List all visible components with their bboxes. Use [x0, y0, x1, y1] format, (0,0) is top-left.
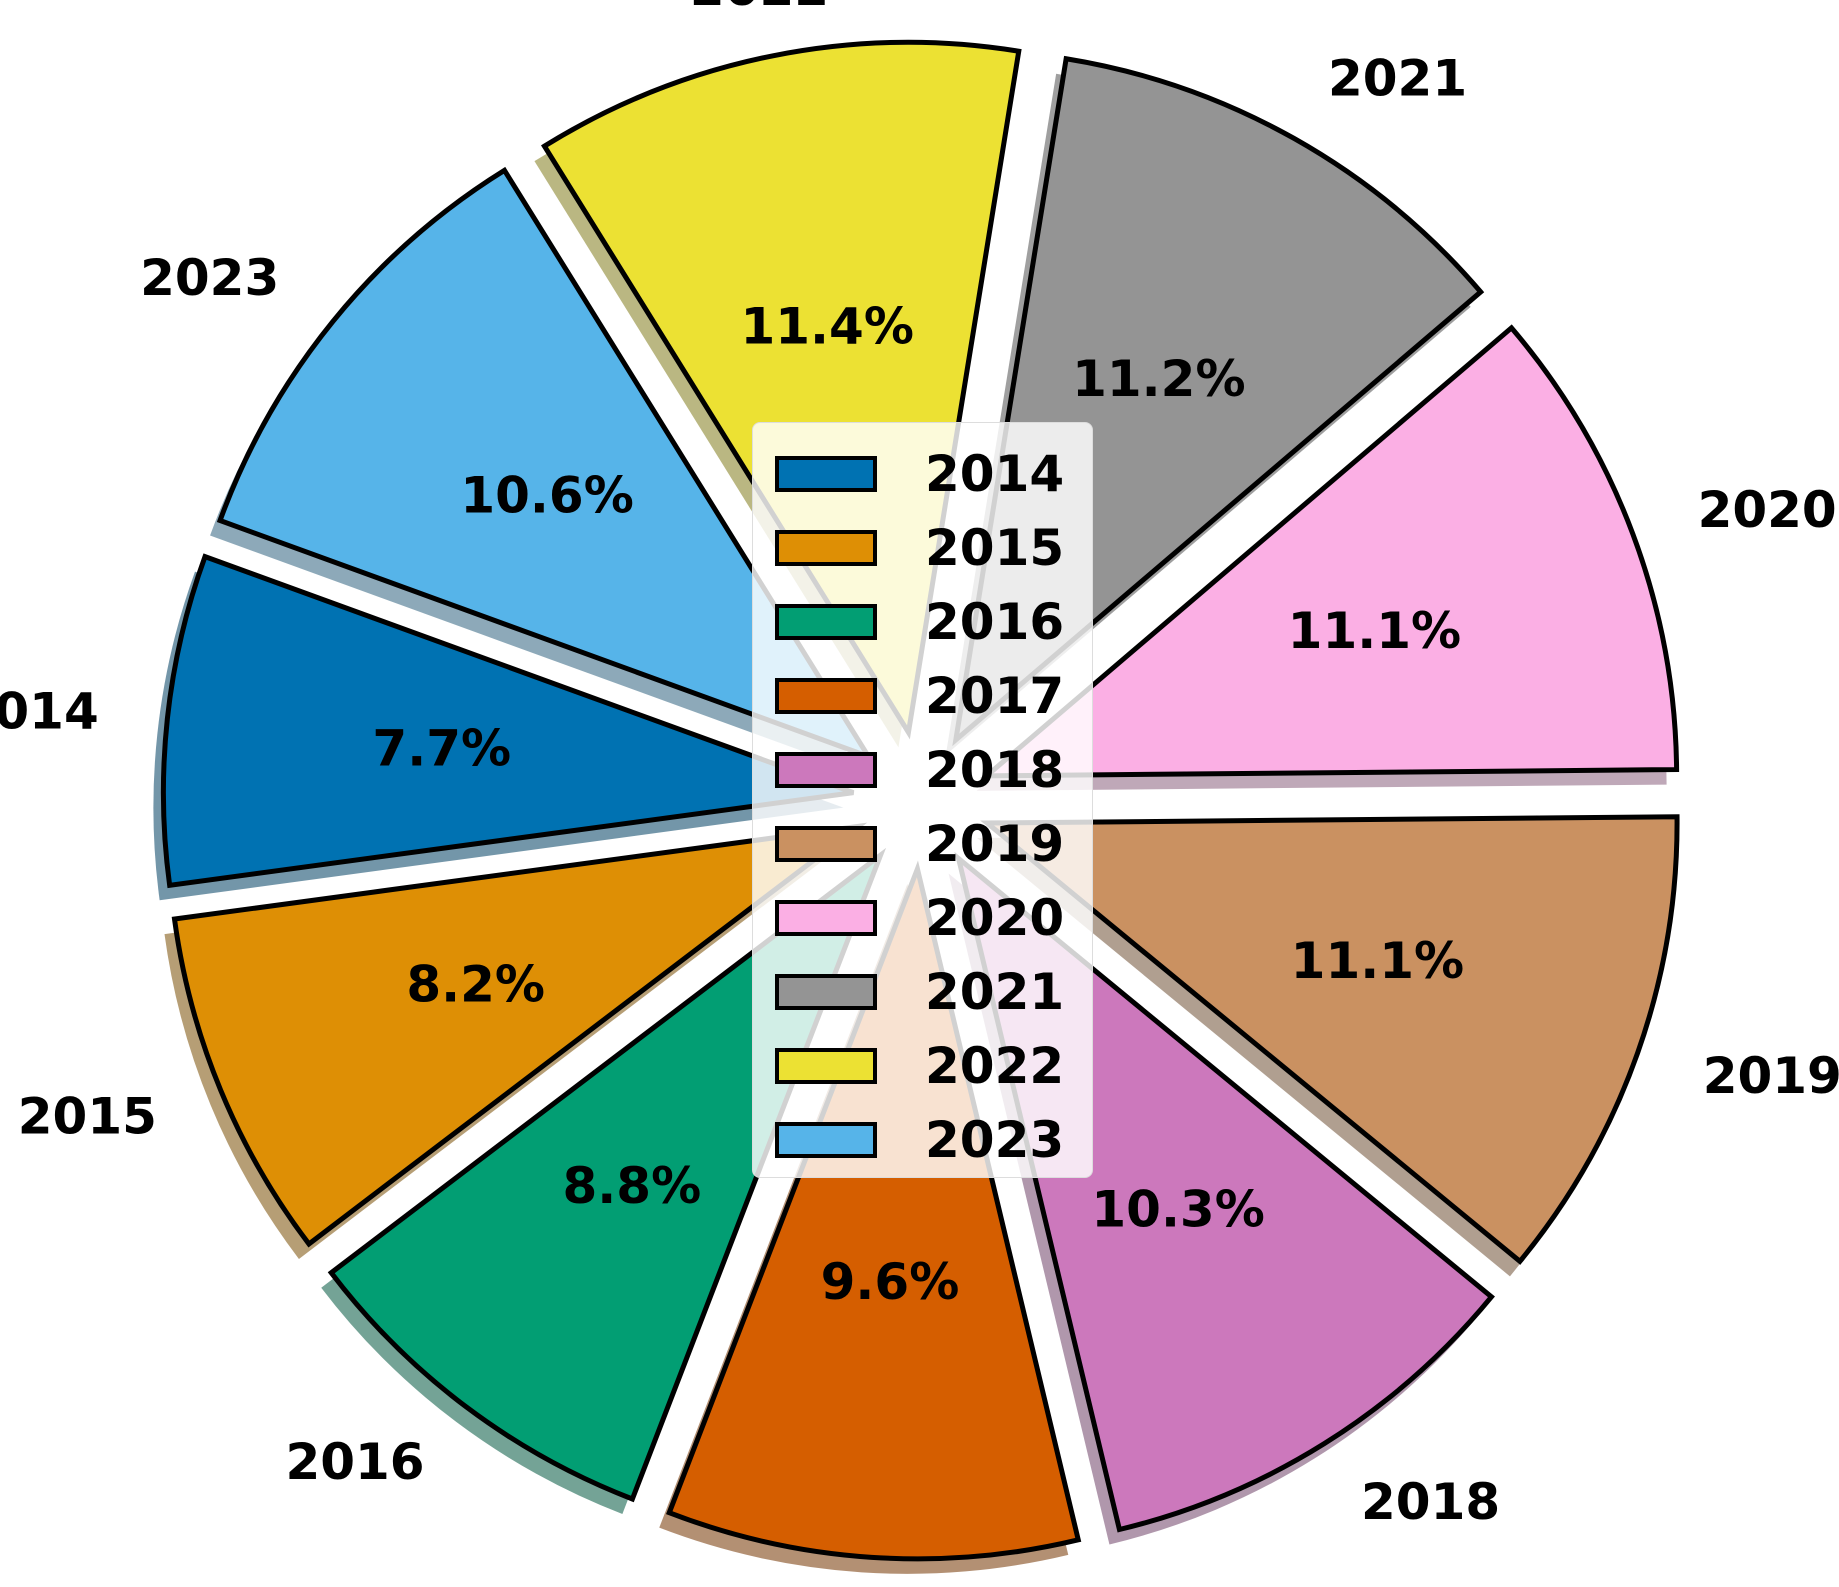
percent-label-2019: 11.1% [1291, 932, 1464, 990]
slice-label-2015: 2015 [18, 1088, 157, 1146]
legend-swatch-2019 [775, 826, 877, 862]
legend-item-2017: 2017 [753, 659, 1092, 733]
legend-item-2021: 2021 [753, 955, 1092, 1029]
percent-label-2017: 9.6% [821, 1253, 960, 1311]
slices [160, 39, 1680, 1562]
slice-label-2019: 2019 [1703, 1047, 1839, 1105]
legend-swatch-2017 [775, 678, 877, 714]
pie-slice-2019 [980, 814, 1680, 1265]
percent-label-2015: 8.2% [406, 956, 545, 1014]
legend-swatch-2015 [775, 530, 877, 566]
percent-label-2022: 11.4% [740, 297, 913, 355]
pie-slice-2015 [171, 822, 868, 1248]
pie-slice-2020 [979, 324, 1680, 779]
legend-swatch-2022 [775, 1048, 877, 1084]
slice-label-2016: 2016 [285, 1433, 424, 1491]
legend-label-2015: 2015 [925, 519, 1065, 577]
percent-label-2021: 11.2% [1072, 350, 1245, 408]
legend-label-2019: 2019 [925, 815, 1065, 873]
legend-item-2019: 2019 [753, 807, 1092, 881]
legend-label-2014: 2014 [925, 445, 1065, 503]
legend-swatch-2018 [775, 752, 877, 788]
pie-slice-2017 [666, 860, 1082, 1562]
slice-label-2022: 2022 [690, 0, 829, 17]
legend-swatch-2016 [775, 604, 877, 640]
slice-label-2020: 2020 [1698, 481, 1837, 539]
percent-label-2023: 10.6% [460, 467, 633, 525]
legend-item-2022: 2022 [753, 1029, 1092, 1103]
percent-label-2016: 8.8% [563, 1157, 702, 1215]
legend-label-2016: 2016 [925, 593, 1065, 651]
slice-label-2021: 2021 [1328, 49, 1467, 107]
legend-label-2020: 2020 [925, 889, 1065, 947]
legend-swatch-2021 [775, 974, 877, 1010]
slice-label-2023: 2023 [140, 249, 279, 307]
legend-label-2018: 2018 [925, 741, 1065, 799]
pie-slice-2014 [160, 553, 855, 889]
pie-slice-2016 [327, 847, 887, 1503]
legend-item-2018: 2018 [753, 733, 1092, 807]
legend-item-2014: 2014 [753, 437, 1092, 511]
percent-label-2014: 7.7% [372, 719, 511, 777]
percent-label-2018: 10.3% [1091, 1181, 1264, 1239]
legend-swatch-2023 [775, 1122, 877, 1158]
legend-item-2023: 2023 [753, 1103, 1092, 1177]
legend-item-2016: 2016 [753, 585, 1092, 659]
legend-swatch-2020 [775, 900, 877, 936]
legend-label-2022: 2022 [925, 1037, 1065, 1095]
legend-item-2020: 2020 [753, 881, 1092, 955]
legend-item-2015: 2015 [753, 511, 1092, 585]
percent-label-2020: 11.1% [1288, 602, 1461, 660]
legend: 2014 2015 2016 2017 2018 2019 2020 2021 2022 2023 [752, 422, 1093, 1178]
pie-slice-2023 [216, 166, 875, 762]
legend-label-2021: 2021 [925, 963, 1065, 1021]
slice-label-2014: 2014 [0, 682, 99, 740]
legend-label-2023: 2023 [925, 1111, 1065, 1169]
legend-swatch-2014 [775, 456, 877, 492]
slice-label-2018: 2018 [1361, 1473, 1500, 1531]
legend-label-2017: 2017 [925, 667, 1065, 725]
